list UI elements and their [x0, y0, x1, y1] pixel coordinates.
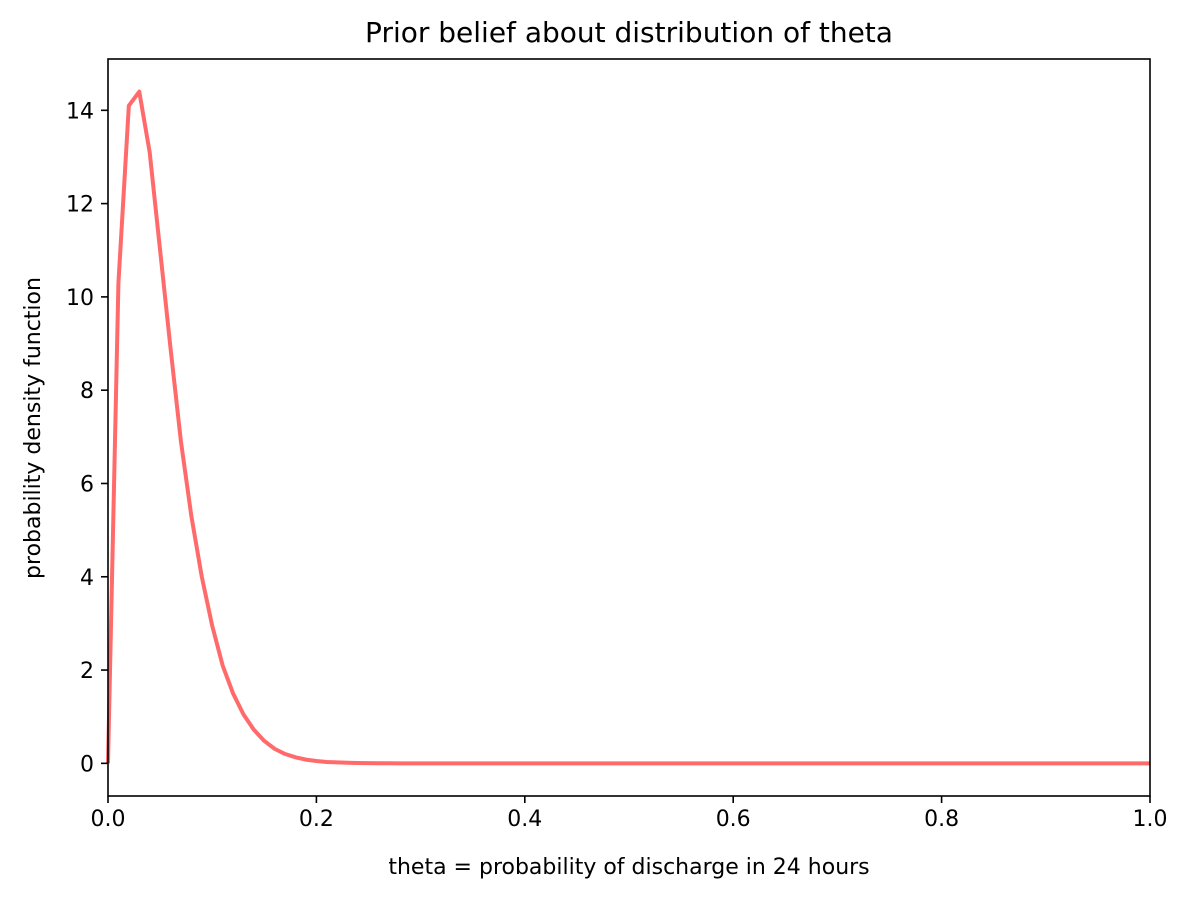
x-tick-label: 0.8 [924, 807, 959, 832]
x-tick-label: 0.6 [716, 807, 751, 832]
y-tick-label: 8 [80, 379, 94, 404]
y-tick-label: 10 [66, 286, 94, 311]
y-axis: 0 2 4 6 8 10 12 14 [66, 99, 108, 777]
y-tick-label: 12 [66, 193, 94, 218]
x-axis-label: theta = probability of discharge in 24 h… [388, 855, 869, 880]
plot-area [106, 89, 1150, 766]
x-tick-label: 0.0 [91, 807, 126, 832]
x-tick-label: 0.4 [507, 807, 542, 832]
y-tick-label: 6 [80, 472, 94, 497]
y-axis-label: probability density function [21, 277, 46, 579]
y-tick-label: 2 [80, 659, 94, 684]
series-line [106, 89, 1150, 766]
x-tick-label: 0.2 [299, 807, 334, 832]
x-tick-label: 1.0 [1133, 807, 1168, 832]
chart-title: Prior belief about distribution of theta [365, 16, 893, 49]
y-tick-label: 0 [80, 752, 94, 777]
y-tick-label: 14 [66, 99, 94, 124]
x-axis: 0.0 0.2 0.4 0.6 0.8 1.0 [91, 796, 1168, 832]
plot-frame [107, 58, 1151, 797]
y-tick-label: 4 [80, 566, 94, 591]
